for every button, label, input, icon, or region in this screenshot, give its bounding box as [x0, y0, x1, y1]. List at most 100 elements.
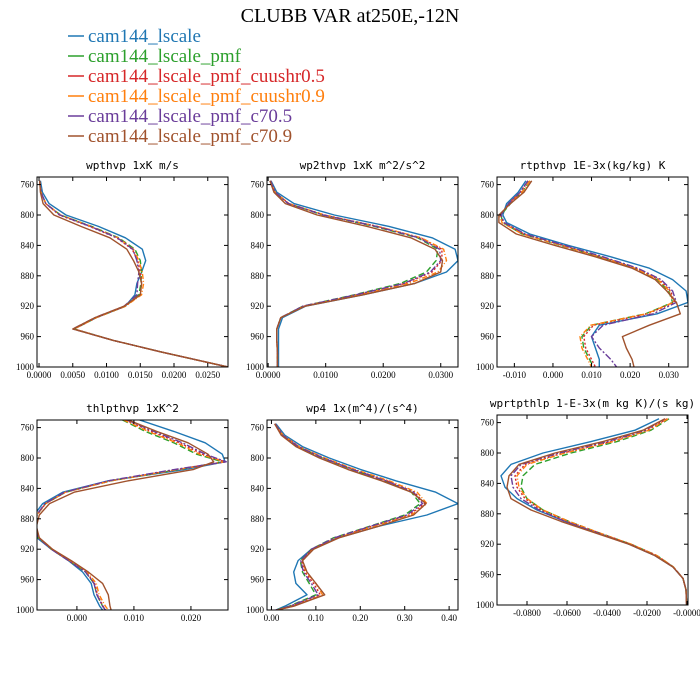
series-line-cam144_lscale	[500, 418, 688, 605]
y-tick-label: 880	[251, 514, 265, 524]
legend-entry: cam144_lscale_pmf_cuushr0.9	[88, 86, 325, 107]
series-line-cam144_lscale_pmf_cuushr0.9	[39, 180, 228, 367]
legend-entry: cam144_lscale_pmf_cuushr0.5	[88, 66, 325, 87]
x-tick-label: 0.0300	[428, 370, 453, 380]
panel-6: wprtpthlp 1-E-3x(m kg K)/(s kg) 760 800 840…	[476, 397, 700, 618]
plot-frame	[496, 414, 689, 606]
x-tick-label: 0.0250	[195, 370, 220, 380]
y-tick-label: 880	[251, 271, 265, 281]
x-tick-label: 0.010	[124, 613, 145, 623]
series-line-cam144_lscale_pmf_c70.9	[39, 180, 228, 367]
series-group	[39, 180, 228, 367]
panel-title: wprtpthlp 1-E-3x(m kg K)/(s kg)	[490, 397, 695, 410]
series-line-cam144_lscale_pmf_cuushr0.9	[274, 423, 428, 610]
series-line-cam144_lscale_pmf_c70.9	[37, 420, 215, 610]
series-group	[273, 423, 458, 610]
series-group	[269, 180, 458, 367]
x-tick-label: -0.0600	[553, 608, 581, 618]
series-line-cam144_lscale_pmf_cuushr0.9	[269, 180, 448, 367]
legend-entry: cam144_lscale_pmf_c70.5	[88, 106, 292, 127]
x-tick-label: 0.00	[264, 613, 280, 623]
panel-title: thlpthvp 1xK^2	[86, 402, 179, 415]
series-line-cam144_lscale_pmf_cuushr0.9	[37, 420, 226, 610]
y-tick-label: 960	[251, 575, 265, 585]
y-tick-label: 800	[481, 210, 495, 220]
y-tick-label: 840	[21, 240, 35, 250]
panel-title: wp2thvp 1xK m^2/s^2	[300, 159, 426, 172]
x-tick-label: 0.020	[620, 370, 641, 380]
series-line-cam144_lscale_pmf_c70.5	[269, 180, 442, 367]
legend-entry: cam144_lscale_pmf_c70.9	[88, 126, 292, 147]
figure-title: CLUBB VAR at250E,-12N	[241, 5, 460, 27]
series-line-cam144_lscale_pmf_c70.5	[274, 423, 424, 610]
y-tick-label: 960	[481, 332, 495, 342]
y-tick-label: 880	[21, 514, 35, 524]
series-line-cam144_lscale_pmf_cuushr0.5	[269, 180, 443, 367]
legend-entry: cam144_lscale_pmf	[88, 46, 242, 67]
panel-2: wp2thvp 1xK m^2/s^2 760 800 840 880 920 960 100…	[246, 159, 459, 380]
y-tick-label: 920	[481, 539, 495, 549]
y-tick-label: 1000	[246, 605, 265, 615]
y-tick-label: 800	[481, 448, 495, 458]
series-line-cam144_lscale_pmf_c70.9	[498, 180, 681, 367]
y-tick-label: 960	[481, 570, 495, 580]
y-tick-label: 800	[251, 453, 265, 463]
x-tick-label: 0.000	[67, 613, 88, 623]
y-tick-label: 760	[481, 180, 495, 190]
plot-frame	[266, 176, 459, 368]
x-tick-label: 0.0100	[94, 370, 119, 380]
x-tick-label: 0.020	[181, 613, 202, 623]
legend-entry: cam144_lscale	[88, 26, 201, 47]
panel-4: thlpthvp 1xK^2 760 800 840 880 920 960 1000 0.00…	[16, 402, 229, 623]
series-group	[500, 418, 688, 605]
y-tick-label: 760	[251, 180, 265, 190]
series-line-cam144_lscale_pmf	[520, 418, 688, 605]
series-line-cam144_lscale_pmf_c70.9	[269, 180, 444, 367]
y-tick-label: 760	[21, 423, 35, 433]
x-tick-label: 0.40	[441, 613, 457, 623]
series-line-cam144_lscale_pmf_c70.5	[37, 420, 228, 610]
x-tick-label: 0.010	[581, 370, 602, 380]
series-line-cam144_lscale_pmf	[39, 180, 228, 367]
x-tick-label: -0.010	[503, 370, 527, 380]
plot-frame	[36, 419, 229, 611]
y-tick-label: 920	[21, 544, 35, 554]
x-tick-label: 0.30	[397, 613, 413, 623]
series-line-cam144_lscale_pmf_cuushr0.5	[39, 180, 228, 367]
y-tick-label: 800	[21, 453, 35, 463]
series-line-cam144_lscale_pmf_cuushr0.5	[37, 420, 226, 610]
plot-frame	[266, 419, 459, 611]
series-line-cam144_lscale	[37, 420, 226, 610]
panel-3: rtpthvp 1E-3x(kg/kg) K 760 800 840 880 920 960…	[476, 159, 689, 380]
x-tick-label: 0.0100	[313, 370, 338, 380]
x-tick-label: 0.0200	[371, 370, 396, 380]
y-tick-label: 1000	[246, 362, 265, 372]
series-line-cam144_lscale	[502, 180, 688, 367]
x-tick-label: 0.10	[308, 613, 324, 623]
y-tick-label: 920	[21, 301, 35, 311]
series-line-cam144_lscale	[270, 180, 458, 367]
panel-1: wpthvp 1xK m/s76080084088092096010000.00…	[16, 159, 229, 380]
x-tick-label: 0.0150	[128, 370, 153, 380]
y-tick-label: 880	[481, 271, 495, 281]
x-tick-label: 0.0050	[60, 370, 85, 380]
y-tick-label: 840	[251, 483, 265, 493]
x-tick-label: -0.0000	[673, 608, 700, 618]
legend: cam144_lscalecam144_lscale_pmfcam144_lsc…	[68, 26, 325, 147]
y-tick-label: 800	[251, 210, 265, 220]
panel-title: wp4 1x(m^4)/(s^4)	[306, 402, 419, 415]
y-tick-label: 880	[481, 509, 495, 519]
y-tick-label: 760	[481, 418, 495, 428]
plot-frame	[496, 176, 689, 368]
y-tick-label: 840	[481, 478, 495, 488]
plot-frame	[36, 176, 229, 368]
y-tick-label: 920	[251, 301, 265, 311]
series-line-cam144_lscale	[39, 180, 228, 367]
series-line-cam144_lscale	[275, 423, 458, 610]
x-tick-label: 0.20	[352, 613, 368, 623]
y-tick-label: 1000	[16, 605, 35, 615]
y-tick-label: 1000	[476, 600, 495, 610]
y-tick-label: 840	[251, 240, 265, 250]
y-tick-label: 840	[481, 240, 495, 250]
